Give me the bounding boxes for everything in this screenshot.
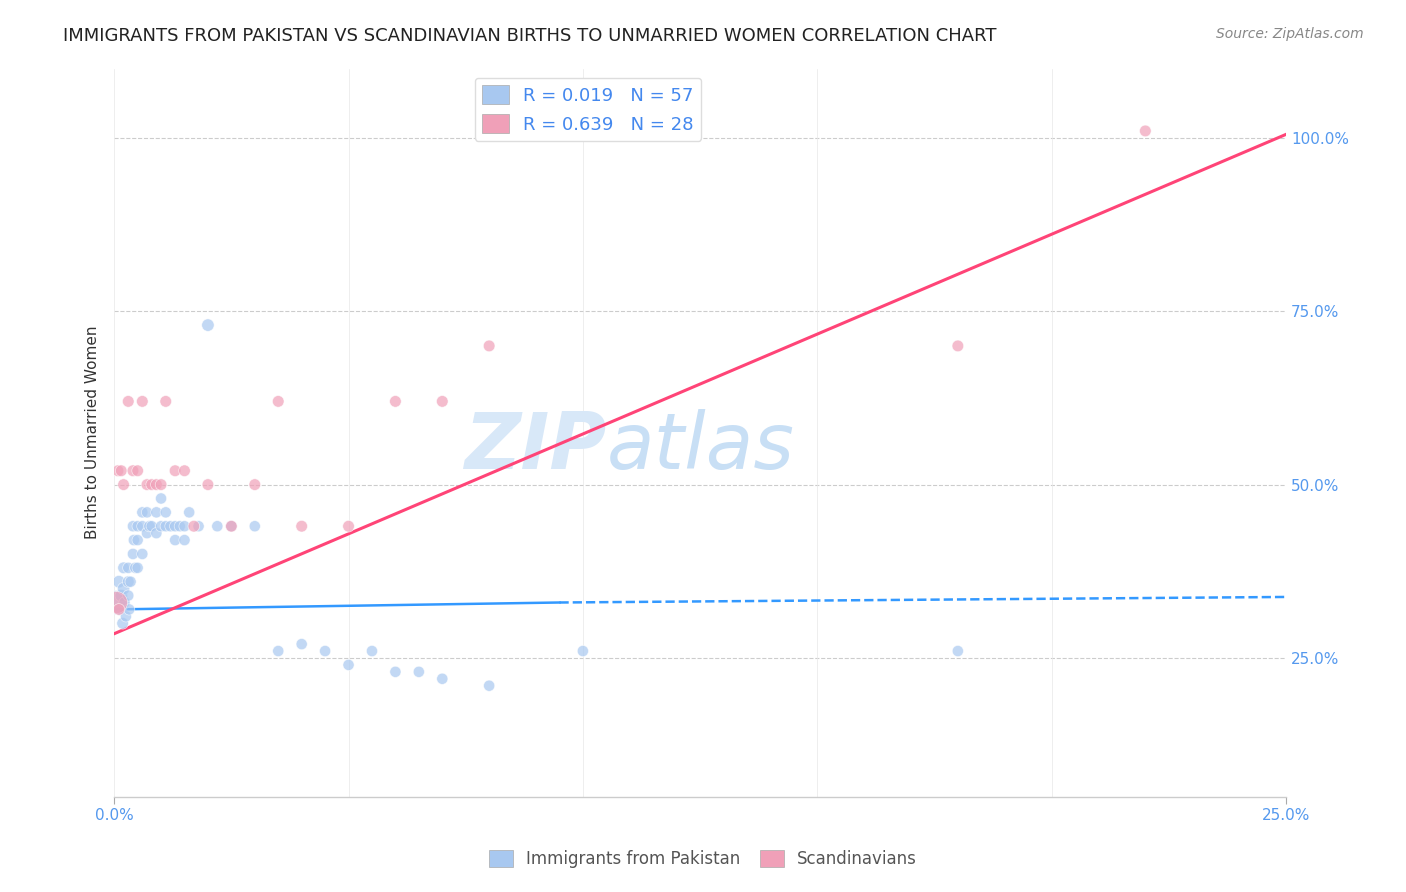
Point (110, 589, 132, 603)
Point (155, 505, 177, 519)
Point (291, 519, 314, 533)
Point (127, 519, 149, 533)
Point (361, 644, 384, 658)
Point (131, 505, 153, 519)
Y-axis label: Births to Unmarried Women: Births to Unmarried Women (86, 326, 100, 540)
Point (243, 477, 266, 491)
Point (117, 394, 139, 409)
Point (173, 464, 195, 478)
Text: ZIP: ZIP (464, 409, 606, 485)
Point (111, 616, 134, 631)
Point (122, 519, 145, 533)
Point (107, 464, 129, 478)
Point (267, 394, 290, 409)
Legend: Immigrants from Pakistan, Scandinavians: Immigrants from Pakistan, Scandinavians (482, 843, 924, 875)
Point (432, 394, 454, 409)
Text: atlas: atlas (606, 409, 794, 485)
Point (112, 582, 135, 596)
Point (127, 533, 149, 547)
Point (141, 519, 163, 533)
Point (337, 519, 360, 533)
Point (118, 602, 141, 616)
Point (243, 519, 266, 533)
Point (221, 519, 243, 533)
Point (112, 477, 135, 491)
Point (122, 533, 145, 547)
Point (138, 519, 160, 533)
Point (145, 505, 167, 519)
Legend: R = 0.019   N = 57, R = 0.639   N = 28: R = 0.019 N = 57, R = 0.639 N = 28 (475, 78, 702, 141)
Point (165, 533, 187, 547)
Point (117, 561, 139, 575)
Point (117, 589, 139, 603)
Text: Source: ZipAtlas.com: Source: ZipAtlas.com (1216, 27, 1364, 41)
Point (183, 519, 205, 533)
Point (478, 339, 501, 353)
Point (946, 339, 969, 353)
Point (1135, 124, 1157, 138)
Point (267, 644, 290, 658)
Point (155, 394, 177, 409)
Point (197, 477, 219, 491)
Point (124, 561, 146, 575)
Point (572, 644, 595, 658)
Point (337, 657, 360, 672)
Point (115, 609, 138, 624)
Point (127, 464, 149, 478)
Point (173, 533, 195, 547)
Point (946, 644, 969, 658)
Point (122, 547, 145, 561)
Point (197, 318, 219, 332)
Point (108, 574, 131, 589)
Point (478, 679, 501, 693)
Point (127, 561, 149, 575)
Point (136, 526, 159, 541)
Point (384, 665, 406, 679)
Point (136, 477, 159, 491)
Point (165, 519, 187, 533)
Point (408, 665, 430, 679)
Point (117, 574, 139, 589)
Point (155, 519, 177, 533)
Point (112, 561, 135, 575)
Point (122, 464, 145, 478)
Point (131, 394, 153, 409)
Point (150, 491, 173, 506)
Point (169, 519, 191, 533)
Point (105, 595, 128, 609)
Point (131, 547, 153, 561)
Point (291, 637, 314, 651)
Point (150, 477, 173, 491)
Point (131, 519, 153, 533)
Point (179, 505, 201, 519)
Point (314, 644, 336, 658)
Point (141, 477, 163, 491)
Point (120, 574, 142, 589)
Point (108, 602, 131, 616)
Point (108, 602, 131, 616)
Point (145, 477, 167, 491)
Point (432, 672, 454, 686)
Point (384, 394, 406, 409)
Point (136, 505, 159, 519)
Point (207, 519, 229, 533)
Point (114, 595, 136, 609)
Point (159, 519, 181, 533)
Point (150, 519, 173, 533)
Text: IMMIGRANTS FROM PAKISTAN VS SCANDINAVIAN BIRTHS TO UNMARRIED WOMEN CORRELATION C: IMMIGRANTS FROM PAKISTAN VS SCANDINAVIAN… (63, 27, 997, 45)
Point (221, 519, 243, 533)
Point (110, 464, 132, 478)
Point (165, 464, 187, 478)
Point (187, 519, 209, 533)
Point (145, 526, 167, 541)
Point (173, 519, 195, 533)
Point (105, 595, 128, 609)
